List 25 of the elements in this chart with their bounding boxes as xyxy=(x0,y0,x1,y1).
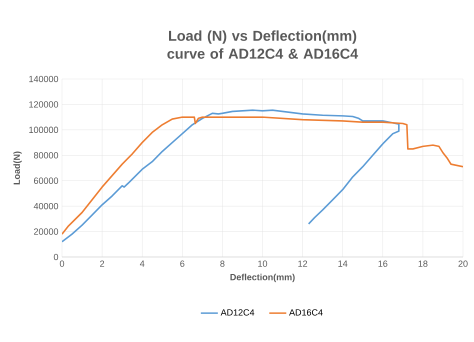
x-axis-title: Deflection(mm) xyxy=(230,274,295,282)
y-tick-label: 140000 xyxy=(29,76,58,82)
x-tick-label: 0 xyxy=(60,260,64,267)
x-tick-label: 4 xyxy=(140,260,144,267)
x-tick-label: 18 xyxy=(418,260,428,267)
y-tick-label: 80000 xyxy=(34,152,58,158)
x-tick-label: 14 xyxy=(338,260,348,267)
y-tick-label: 20000 xyxy=(34,228,58,235)
y-tick-label: 40000 xyxy=(34,202,58,210)
y-axis-title: Load(N) xyxy=(13,152,22,184)
y-tick-label: 60000 xyxy=(34,178,58,184)
x-tick-label: 12 xyxy=(298,260,308,267)
x-tick-label: 8 xyxy=(220,260,224,267)
legend-label: AD16C4 xyxy=(289,309,323,316)
x-tick-label: 6 xyxy=(180,260,184,267)
line-series xyxy=(62,109,400,243)
y-tick-label: 100000 xyxy=(29,126,58,134)
chart-title: Load (N) vs Deflection(mm) curve of AD12C4 & AD16C4 xyxy=(167,30,358,59)
legend-label: AD12C4 xyxy=(220,309,254,316)
x-tick-label: 10 xyxy=(258,260,268,267)
y-tick-label: 0 xyxy=(54,254,58,260)
x-tick-label: 16 xyxy=(378,260,388,267)
x-tick-label: 20 xyxy=(458,260,468,267)
x-tick-label: 2 xyxy=(100,260,104,267)
y-tick-label: 120000 xyxy=(29,101,58,108)
